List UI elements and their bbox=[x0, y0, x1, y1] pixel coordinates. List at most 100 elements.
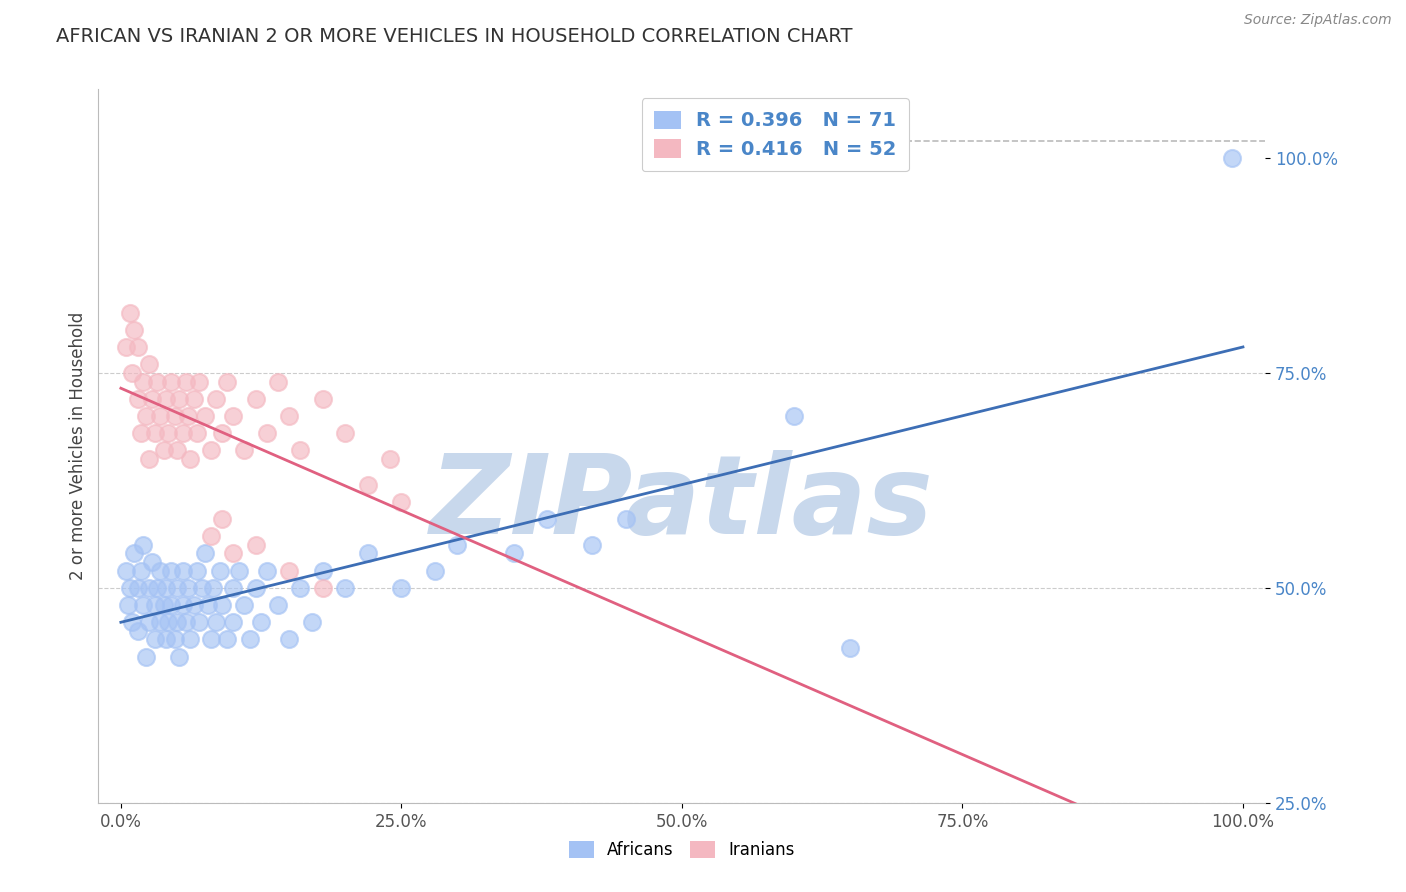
Point bbox=[141, 555, 163, 569]
Point bbox=[446, 538, 468, 552]
Point bbox=[245, 538, 267, 552]
Point bbox=[138, 581, 160, 595]
Point bbox=[167, 392, 190, 406]
Point bbox=[177, 409, 200, 423]
Point bbox=[783, 409, 806, 423]
Point bbox=[117, 598, 139, 612]
Point bbox=[132, 598, 155, 612]
Point bbox=[179, 451, 201, 466]
Point bbox=[163, 632, 186, 647]
Point bbox=[290, 443, 312, 458]
Point bbox=[378, 451, 402, 466]
Point bbox=[135, 649, 157, 664]
Point bbox=[166, 443, 188, 458]
Point bbox=[172, 426, 194, 441]
Text: AFRICAN VS IRANIAN 2 OR MORE VEHICLES IN HOUSEHOLD CORRELATION CHART: AFRICAN VS IRANIAN 2 OR MORE VEHICLES IN… bbox=[56, 27, 853, 45]
Point bbox=[172, 598, 194, 612]
Point bbox=[183, 598, 205, 612]
Point bbox=[211, 512, 233, 526]
Point bbox=[138, 615, 160, 630]
Point bbox=[614, 512, 637, 526]
Point bbox=[156, 615, 179, 630]
Point bbox=[245, 392, 267, 406]
Point bbox=[256, 564, 278, 578]
Point bbox=[335, 426, 357, 441]
Point bbox=[389, 495, 412, 509]
Y-axis label: 2 or more Vehicles in Household: 2 or more Vehicles in Household bbox=[69, 312, 87, 580]
Point bbox=[312, 392, 335, 406]
Point bbox=[228, 564, 250, 578]
Point bbox=[217, 375, 239, 389]
Point bbox=[201, 581, 224, 595]
Point bbox=[143, 426, 166, 441]
Point bbox=[135, 409, 157, 423]
Point bbox=[188, 375, 211, 389]
Point bbox=[208, 564, 231, 578]
Point bbox=[256, 426, 278, 441]
Point bbox=[233, 598, 256, 612]
Point bbox=[138, 451, 160, 466]
Point bbox=[160, 564, 183, 578]
Point bbox=[172, 564, 194, 578]
Point bbox=[152, 443, 174, 458]
Point bbox=[222, 409, 245, 423]
Point bbox=[290, 581, 312, 595]
Point bbox=[167, 649, 190, 664]
Point bbox=[146, 581, 169, 595]
Point bbox=[581, 538, 603, 552]
Point bbox=[211, 598, 233, 612]
Point bbox=[357, 546, 380, 560]
Point bbox=[200, 443, 222, 458]
Point bbox=[179, 632, 201, 647]
Point bbox=[188, 615, 211, 630]
Point bbox=[127, 581, 149, 595]
Text: Source: ZipAtlas.com: Source: ZipAtlas.com bbox=[1244, 13, 1392, 28]
Point bbox=[222, 615, 245, 630]
Point bbox=[174, 615, 197, 630]
Point bbox=[132, 538, 155, 552]
Point bbox=[127, 340, 149, 354]
Point bbox=[163, 409, 186, 423]
Point bbox=[143, 632, 166, 647]
Point bbox=[312, 581, 335, 595]
Point bbox=[121, 366, 143, 380]
Point bbox=[174, 375, 197, 389]
Point bbox=[166, 581, 188, 595]
Point bbox=[839, 641, 862, 656]
Point bbox=[155, 581, 177, 595]
Legend: Africans, Iranians: Africans, Iranians bbox=[562, 834, 801, 866]
Point bbox=[502, 546, 524, 560]
Point bbox=[118, 306, 141, 320]
Point bbox=[186, 426, 208, 441]
Point bbox=[160, 598, 183, 612]
Point bbox=[536, 512, 558, 526]
Point bbox=[267, 375, 290, 389]
Point bbox=[190, 581, 212, 595]
Point bbox=[124, 323, 146, 337]
Point bbox=[121, 615, 143, 630]
Point bbox=[156, 426, 179, 441]
Point bbox=[389, 581, 412, 595]
Point bbox=[149, 409, 172, 423]
Point bbox=[200, 632, 222, 647]
Point bbox=[129, 564, 152, 578]
Point bbox=[278, 409, 301, 423]
Point bbox=[152, 598, 174, 612]
Point bbox=[200, 529, 222, 543]
Point bbox=[423, 564, 446, 578]
Point bbox=[177, 581, 200, 595]
Point bbox=[149, 615, 172, 630]
Point bbox=[211, 426, 233, 441]
Point bbox=[149, 564, 172, 578]
Point bbox=[143, 598, 166, 612]
Point bbox=[222, 546, 245, 560]
Point bbox=[132, 375, 155, 389]
Point bbox=[141, 392, 163, 406]
Point bbox=[127, 392, 149, 406]
Text: ZIPatlas: ZIPatlas bbox=[430, 450, 934, 557]
Point bbox=[205, 392, 228, 406]
Point bbox=[127, 624, 149, 638]
Point bbox=[194, 546, 217, 560]
Point bbox=[197, 598, 219, 612]
Point bbox=[335, 581, 357, 595]
